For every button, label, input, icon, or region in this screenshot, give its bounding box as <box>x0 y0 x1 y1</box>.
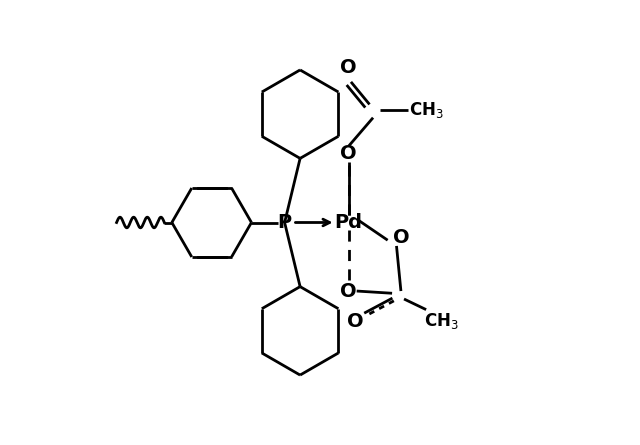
Text: O: O <box>347 312 364 331</box>
Text: O: O <box>340 58 357 77</box>
Text: P: P <box>278 213 292 232</box>
Text: CH$_3$: CH$_3$ <box>424 311 459 331</box>
Text: O: O <box>392 227 409 247</box>
Text: O: O <box>340 282 357 300</box>
Text: O: O <box>340 145 357 163</box>
Text: Pd: Pd <box>335 213 363 232</box>
Text: CH$_3$: CH$_3$ <box>409 100 444 120</box>
